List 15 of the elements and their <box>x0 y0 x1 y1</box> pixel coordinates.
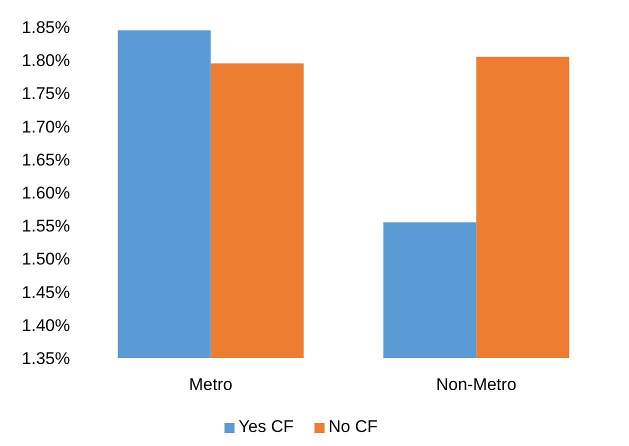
y-tick-label: 1.75% <box>22 84 70 104</box>
legend-label: Yes CF <box>238 417 294 436</box>
x-tick-label: Non-Metro <box>436 375 516 394</box>
y-tick-label: 1.85% <box>22 18 70 37</box>
y-tick-label: 1.55% <box>22 216 70 236</box>
legend-label: No CF <box>328 417 378 436</box>
y-tick-label: 1.45% <box>22 282 70 302</box>
x-tick-label: Metro <box>189 375 232 394</box>
y-tick-label: 1.35% <box>22 348 70 368</box>
y-tick-label: 1.60% <box>22 183 70 202</box>
y-tick-label: 1.40% <box>22 316 70 335</box>
y-tick-label: 1.80% <box>22 51 70 70</box>
y-tick-label: 1.70% <box>22 117 70 136</box>
y-tick-label: 1.65% <box>22 150 70 170</box>
y-tick-label: 1.50% <box>22 250 70 269</box>
